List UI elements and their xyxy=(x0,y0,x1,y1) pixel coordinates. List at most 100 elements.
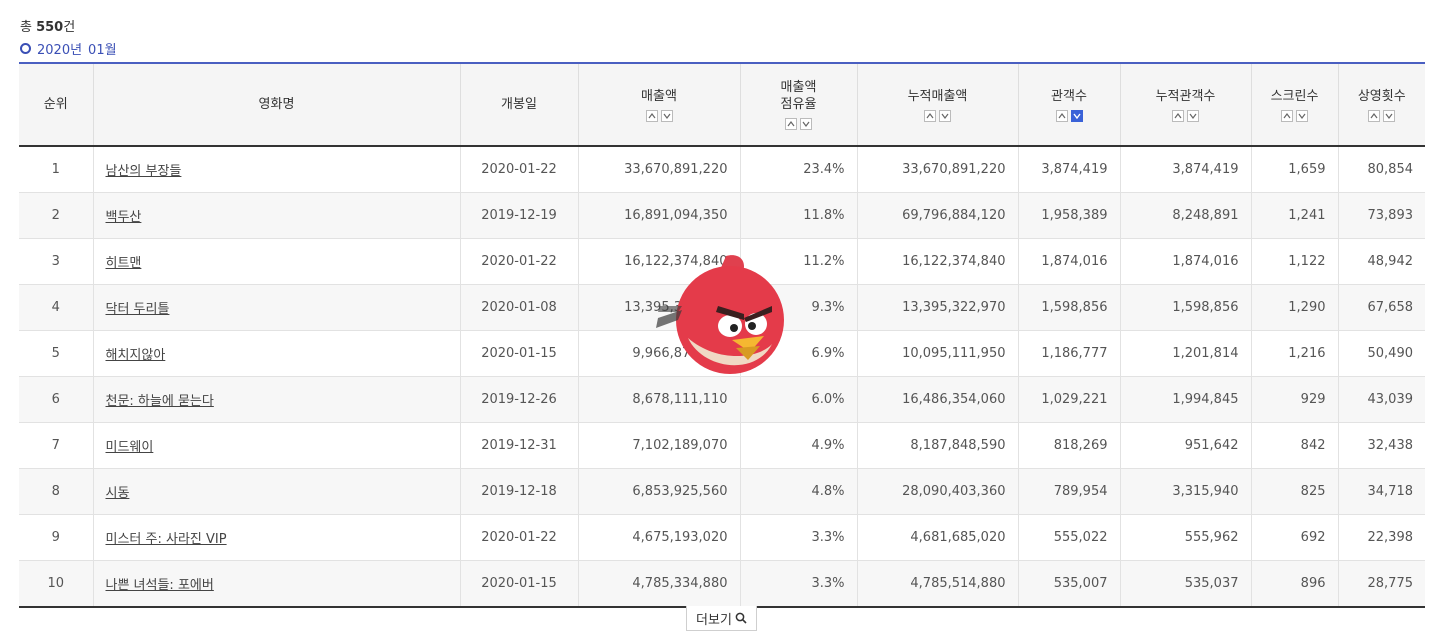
movie-title-link[interactable]: 백두산 xyxy=(105,210,142,225)
sort-desc-icon[interactable] xyxy=(800,118,812,130)
cell-sales-share: 3.3% xyxy=(739,514,857,561)
cell-audience: 1,186,777 xyxy=(1017,330,1120,377)
cell-sales-share: 3.3% xyxy=(739,560,857,608)
sort-asc-icon[interactable] xyxy=(1368,109,1381,122)
cell-showings: 43,039 xyxy=(1337,376,1425,423)
cell-cumulative-sales: 4,681,685,020 xyxy=(856,514,1018,561)
cell-cumulative-audience: 1,201,814 xyxy=(1119,330,1251,377)
cell-cumulative-audience: 8,248,891 xyxy=(1119,192,1251,239)
cell-showings: 32,438 xyxy=(1337,422,1425,469)
cell-title: 시동 xyxy=(92,468,460,515)
cell-rank: 6 xyxy=(19,376,93,423)
cell-cumulative-sales: 13,395,322,970 xyxy=(856,284,1018,331)
cell-audience: 3,874,419 xyxy=(1017,146,1120,193)
table-row: 2 백두산 2019-12-19 16,891,094,350 11.8% 69,796,… xyxy=(19,192,1425,239)
cell-release-date: 2019-12-26 xyxy=(459,376,578,423)
cell-cumulative-sales: 33,670,891,220 xyxy=(856,146,1018,193)
cell-audience: 1,598,856 xyxy=(1017,284,1120,331)
total-prefix: 총 xyxy=(20,20,37,35)
cell-cumulative-sales: 10,095,111,950 xyxy=(856,330,1018,377)
cell-title: 남산의 부장들 xyxy=(92,146,460,193)
cell-title: 백두산 xyxy=(92,192,460,239)
sort-desc-icon[interactable] xyxy=(660,109,673,122)
sort-asc-icon[interactable] xyxy=(1281,109,1293,122)
cell-cumulative-audience: 1,598,856 xyxy=(1119,284,1251,331)
period-month: 01월 xyxy=(88,43,117,58)
sort-desc-active-icon[interactable] xyxy=(1070,109,1083,122)
cell-audience: 1,029,221 xyxy=(1017,376,1120,423)
cell-release-date: 2020-01-22 xyxy=(459,514,578,561)
sort-asc-icon[interactable] xyxy=(1055,109,1068,122)
cell-showings: 67,658 xyxy=(1337,284,1425,331)
cell-showings: 22,398 xyxy=(1337,514,1425,561)
cell-rank: 8 xyxy=(19,468,93,515)
movie-title-link[interactable]: 남산의 부장들 xyxy=(105,164,182,179)
more-button[interactable]: 더보기 xyxy=(686,606,757,631)
cell-cumulative-sales: 8,187,848,590 xyxy=(856,422,1018,469)
cell-showings: 73,893 xyxy=(1337,192,1425,239)
cell-sales: 4,675,193,020 xyxy=(577,514,740,561)
cell-audience: 1,874,016 xyxy=(1017,238,1120,285)
col-showings: 상영횟수 xyxy=(1337,63,1425,147)
sort-asc-icon[interactable] xyxy=(645,109,658,122)
table-row: 8 시동 2019-12-18 6,853,925,560 4.8% 28,090,403… xyxy=(19,468,1425,515)
cell-cumulative-audience: 1,874,016 xyxy=(1119,238,1251,285)
cell-rank: 3 xyxy=(19,238,93,285)
cell-cumulative-audience: 951,642 xyxy=(1119,422,1251,469)
cell-title: 해치지않아 xyxy=(92,330,460,377)
movie-title-link[interactable]: 미스터 주: 사라진 VIP xyxy=(105,532,227,547)
cell-title: 미스터 주: 사라진 VIP xyxy=(92,514,460,561)
cell-sales-share: 4.9% xyxy=(739,422,857,469)
movie-title-link[interactable]: 미드웨이 xyxy=(105,440,154,455)
table-row: 1 남산의 부장들 2020-01-22 33,670,891,220 23.4% 33,… xyxy=(19,146,1425,193)
movie-title-link[interactable]: 시동 xyxy=(105,486,130,501)
movie-title-link[interactable]: 해치지않아 xyxy=(105,348,166,363)
cell-audience: 1,958,389 xyxy=(1017,192,1120,239)
total-suffix: 건 xyxy=(63,20,76,35)
movie-title-link[interactable]: 닥터 두리틀 xyxy=(105,302,170,317)
movie-title-link[interactable]: 천문: 하늘에 묻는다 xyxy=(105,394,214,409)
cell-screens: 1,216 xyxy=(1250,330,1338,377)
cell-cumulative-audience: 535,037 xyxy=(1119,560,1251,608)
circle-bullet-icon xyxy=(20,43,31,54)
cell-sales: 7,102,189,070 xyxy=(577,422,740,469)
sort-asc-icon[interactable] xyxy=(1172,109,1184,122)
sort-asc-icon[interactable] xyxy=(924,109,936,122)
cell-screens: 842 xyxy=(1250,422,1338,469)
cell-rank: 2 xyxy=(19,192,93,239)
sort-asc-icon[interactable] xyxy=(785,118,797,130)
cell-audience: 535,007 xyxy=(1017,560,1120,608)
col-sales: 매출액 xyxy=(577,63,740,147)
cell-rank: 9 xyxy=(19,514,93,561)
sort-desc-icon[interactable] xyxy=(939,109,951,122)
total-number: 550 xyxy=(36,20,64,35)
cell-title: 닥터 두리틀 xyxy=(92,284,460,331)
search-icon xyxy=(735,612,747,624)
sort-desc-icon[interactable] xyxy=(1296,109,1308,122)
cell-rank: 7 xyxy=(19,422,93,469)
sort-desc-icon[interactable] xyxy=(1383,109,1396,122)
cell-showings: 34,718 xyxy=(1337,468,1425,515)
cell-cumulative-sales: 4,785,514,880 xyxy=(856,560,1018,608)
cell-sales-share: 23.4% xyxy=(739,146,857,193)
cell-rank: 10 xyxy=(19,560,93,608)
cell-screens: 1,122 xyxy=(1250,238,1338,285)
sort-desc-icon[interactable] xyxy=(1187,109,1199,122)
period-label: 2020년 01월 xyxy=(20,39,117,58)
cell-sales-share: 6.0% xyxy=(739,376,857,423)
cell-cumulative-audience: 3,315,940 xyxy=(1119,468,1251,515)
cell-sales: 33,670,891,220 xyxy=(577,146,740,193)
cell-release-date: 2020-01-08 xyxy=(459,284,578,331)
cell-rank: 1 xyxy=(19,146,93,193)
movie-title-link[interactable]: 히트맨 xyxy=(105,256,142,271)
cell-cumulative-sales: 69,796,884,120 xyxy=(856,192,1018,239)
cell-cumulative-sales: 16,122,374,840 xyxy=(856,238,1018,285)
box-office-table: 순위 영화명 개봉일 매출액 매출액 점유율 누적매출액 관객수 누적관객수 스… xyxy=(19,62,1425,608)
cell-title: 히트맨 xyxy=(92,238,460,285)
movie-title-link[interactable]: 나쁜 녀석들: 포에버 xyxy=(105,578,214,593)
cell-sales-share: 11.8% xyxy=(739,192,857,239)
col-cumulative-audience: 누적관객수 xyxy=(1119,63,1251,147)
cell-title: 나쁜 녀석들: 포에버 xyxy=(92,560,460,608)
col-cumulative-sales: 누적매출액 xyxy=(856,63,1018,147)
cell-showings: 28,775 xyxy=(1337,560,1425,608)
